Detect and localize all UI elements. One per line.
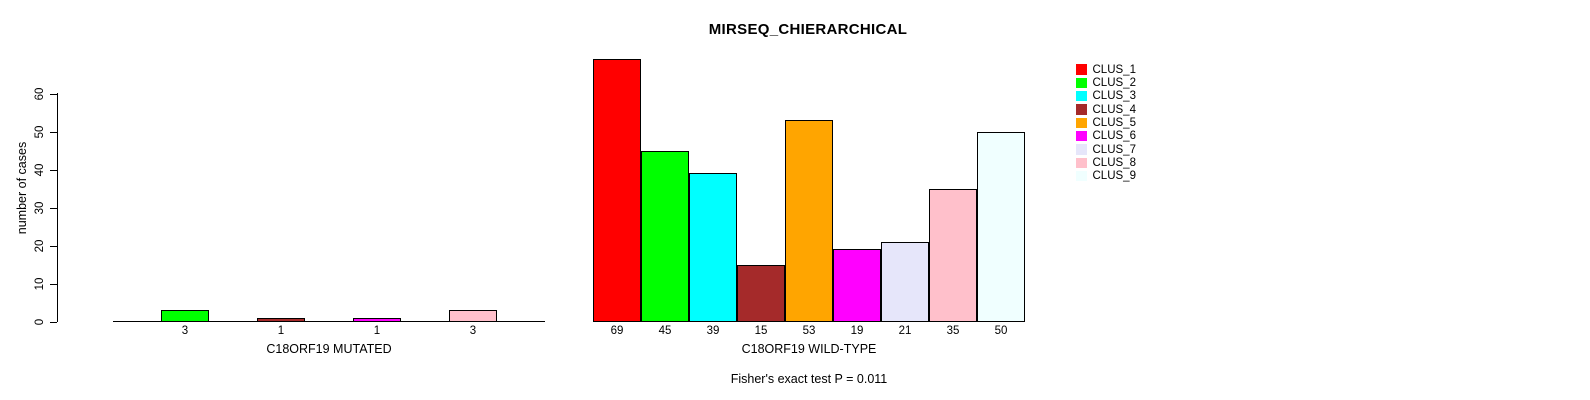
x-axis-label-wild-type: C18ORF19 WILD-TYPE xyxy=(741,342,877,356)
bar-value-label: 53 xyxy=(802,325,816,337)
legend-label: CLUS_7 xyxy=(1092,143,1136,156)
wild-type-bar-clus-7 xyxy=(881,241,929,322)
bar-value-label: 1 xyxy=(277,325,285,337)
legend-swatch xyxy=(1076,157,1087,169)
wild-type-bar-clus-6 xyxy=(833,249,881,322)
x-axis-label-mutated: C18ORF19 MUTATED xyxy=(266,342,392,356)
legend-item-clus-4: CLUS_4 xyxy=(1076,103,1136,116)
y-axis-line xyxy=(57,93,58,322)
y-axis-tick-label: 30 xyxy=(34,201,46,214)
y-axis-tick-label: 50 xyxy=(34,125,46,138)
bar-value-label: 3 xyxy=(469,325,477,337)
y-axis-tick-label: 0 xyxy=(34,318,46,325)
y-axis-tick xyxy=(50,93,57,95)
mutated-bar-clus-6 xyxy=(353,317,401,322)
legend-item-clus-2: CLUS_2 xyxy=(1076,76,1136,89)
wild-type-bar-clus-2 xyxy=(641,150,689,322)
chart-title: MIRSEQ_CHIERARCHICAL xyxy=(708,21,908,38)
legend-item-clus-3: CLUS_3 xyxy=(1076,90,1136,103)
legend-swatch xyxy=(1076,104,1087,115)
wild-type-bar-clus-9 xyxy=(977,131,1025,322)
legend-label: CLUS_5 xyxy=(1092,116,1136,129)
legend-swatch xyxy=(1076,144,1087,155)
bar-value-label: 35 xyxy=(946,325,960,337)
y-axis-tick xyxy=(50,321,57,323)
bar-value-label: 15 xyxy=(754,325,768,337)
bar-value-label: 1 xyxy=(373,325,381,337)
legend-item-clus-6: CLUS_6 xyxy=(1076,130,1136,143)
y-axis-tick-label: 20 xyxy=(34,239,46,252)
y-axis-tick-label: 10 xyxy=(34,277,46,290)
y-axis-tick-label: 40 xyxy=(34,163,46,176)
bar-value-label: 19 xyxy=(850,325,864,337)
wild-type-bar-clus-8 xyxy=(929,188,977,322)
y-axis-tick xyxy=(50,131,57,133)
legend-swatch xyxy=(1076,170,1087,182)
legend-item-clus-1: CLUS_1 xyxy=(1076,63,1136,76)
legend-label: CLUS_1 xyxy=(1092,63,1136,76)
x-baseline-mutated xyxy=(113,321,545,322)
y-axis-title: number of cases xyxy=(15,141,29,235)
legend-swatch xyxy=(1076,64,1087,75)
bar-value-label: 3 xyxy=(181,325,189,337)
legend-label: CLUS_2 xyxy=(1092,76,1136,89)
wild-type-bar-clus-3 xyxy=(689,173,737,322)
wild-type-bar-clus-5 xyxy=(785,120,833,322)
legend-label: CLUS_8 xyxy=(1092,156,1136,169)
mutated-bar-clus-4 xyxy=(257,317,305,322)
legend-swatch xyxy=(1076,117,1087,129)
bar-value-label: 45 xyxy=(658,325,672,337)
y-axis-title-wrap: number of cases xyxy=(15,128,29,248)
legend-label: CLUS_9 xyxy=(1092,170,1136,183)
legend-swatch xyxy=(1076,77,1087,89)
legend-swatch xyxy=(1076,90,1087,102)
mutated-bar-clus-8 xyxy=(449,310,497,322)
bar-value-label: 21 xyxy=(898,325,912,337)
legend-swatch xyxy=(1076,130,1087,142)
wild-type-bar-clus-1 xyxy=(593,59,641,322)
y-axis-tick xyxy=(50,283,57,285)
footnote-fishers-test: Fisher's exact test P = 0.011 xyxy=(730,372,888,386)
legend-item-clus-8: CLUS_8 xyxy=(1076,156,1136,169)
legend-item-clus-7: CLUS_7 xyxy=(1076,143,1136,156)
legend-item-clus-9: CLUS_9 xyxy=(1076,170,1136,183)
wild-type-bar-clus-4 xyxy=(737,264,785,322)
legend-label: CLUS_3 xyxy=(1092,90,1136,103)
legend-label: CLUS_4 xyxy=(1092,103,1136,116)
bar-value-label: 69 xyxy=(610,325,624,337)
y-axis-tick xyxy=(50,207,57,209)
y-axis-tick xyxy=(50,245,57,247)
y-axis-tick-label: 60 xyxy=(34,87,46,100)
bar-value-label: 50 xyxy=(994,325,1008,337)
y-axis-tick xyxy=(50,169,57,171)
mutated-bar-clus-2 xyxy=(161,310,209,322)
legend-label: CLUS_6 xyxy=(1092,130,1136,143)
legend-item-clus-5: CLUS_5 xyxy=(1076,116,1136,129)
bar-value-label: 39 xyxy=(706,325,720,337)
